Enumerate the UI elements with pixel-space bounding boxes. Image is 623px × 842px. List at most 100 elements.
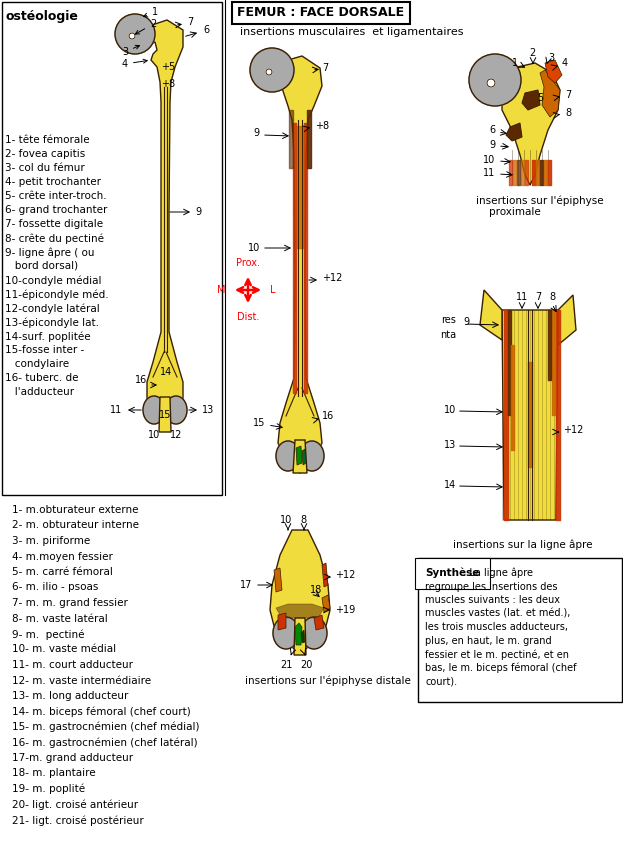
Polygon shape bbox=[545, 60, 562, 83]
Polygon shape bbox=[302, 449, 306, 465]
Text: nta: nta bbox=[440, 330, 456, 340]
Ellipse shape bbox=[276, 441, 300, 471]
Text: 4: 4 bbox=[122, 59, 147, 69]
Text: +5: +5 bbox=[161, 62, 175, 72]
Text: 2: 2 bbox=[135, 19, 156, 34]
Text: 5- m. carré fémoral: 5- m. carré fémoral bbox=[12, 567, 113, 577]
Text: 8- crête du pectiné: 8- crête du pectiné bbox=[5, 233, 104, 243]
Text: 19- m. poplité: 19- m. poplité bbox=[12, 784, 85, 795]
Text: 17: 17 bbox=[240, 580, 252, 590]
Text: regroupe les insertions des: regroupe les insertions des bbox=[425, 582, 558, 591]
Text: 10: 10 bbox=[483, 155, 495, 165]
Polygon shape bbox=[278, 56, 322, 473]
Polygon shape bbox=[296, 446, 302, 465]
Polygon shape bbox=[270, 530, 330, 652]
Text: 1: 1 bbox=[512, 58, 518, 68]
Text: 13: 13 bbox=[202, 405, 214, 415]
Text: +12: +12 bbox=[322, 273, 343, 283]
Ellipse shape bbox=[143, 396, 165, 424]
Text: les trois muscles adducteurs,: les trois muscles adducteurs, bbox=[425, 622, 568, 632]
Polygon shape bbox=[314, 615, 324, 630]
Text: fessier et le m. pectiné, et en: fessier et le m. pectiné, et en bbox=[425, 649, 569, 659]
Text: 9: 9 bbox=[463, 317, 469, 327]
Text: 20- ligt. croisé antérieur: 20- ligt. croisé antérieur bbox=[12, 800, 138, 810]
Circle shape bbox=[469, 54, 521, 106]
Polygon shape bbox=[145, 20, 183, 427]
Text: 12: 12 bbox=[170, 430, 182, 440]
Text: 14: 14 bbox=[160, 367, 172, 377]
Text: insertions musculaires  et ligamentaires: insertions musculaires et ligamentaires bbox=[240, 27, 464, 37]
Text: 8- m. vaste latéral: 8- m. vaste latéral bbox=[12, 614, 108, 623]
Text: 11-épicondyle méd.: 11-épicondyle méd. bbox=[5, 289, 108, 300]
Text: 18: 18 bbox=[310, 585, 322, 595]
Ellipse shape bbox=[165, 396, 187, 424]
Text: insertions sur la ligne âpre: insertions sur la ligne âpre bbox=[453, 540, 592, 551]
Text: 10: 10 bbox=[444, 405, 456, 415]
Polygon shape bbox=[278, 613, 286, 630]
Text: res: res bbox=[441, 315, 456, 325]
Text: 2: 2 bbox=[529, 48, 535, 58]
Text: 7- fossette digitale: 7- fossette digitale bbox=[5, 219, 103, 229]
Text: 14: 14 bbox=[444, 480, 456, 490]
Text: 11: 11 bbox=[516, 292, 528, 302]
Text: 9: 9 bbox=[489, 140, 495, 150]
Text: 8: 8 bbox=[565, 108, 571, 118]
FancyBboxPatch shape bbox=[2, 2, 222, 495]
Text: +19: +19 bbox=[335, 605, 355, 615]
Text: +8: +8 bbox=[315, 121, 329, 131]
Text: l'adducteur: l'adducteur bbox=[5, 387, 74, 397]
Text: court).: court). bbox=[425, 676, 457, 686]
Text: 7: 7 bbox=[322, 63, 328, 73]
Text: 5: 5 bbox=[537, 93, 543, 103]
Text: 20: 20 bbox=[300, 660, 312, 670]
Circle shape bbox=[129, 33, 135, 39]
Text: 7: 7 bbox=[535, 292, 541, 302]
Text: 15: 15 bbox=[159, 410, 171, 420]
Polygon shape bbox=[293, 440, 307, 473]
Text: 12- m. vaste intermédiaire: 12- m. vaste intermédiaire bbox=[12, 675, 151, 685]
Text: 15- m. gastrocnémien (chef médial): 15- m. gastrocnémien (chef médial) bbox=[12, 722, 199, 733]
Text: 2- m. obturateur interne: 2- m. obturateur interne bbox=[12, 520, 139, 530]
Text: 7: 7 bbox=[187, 17, 193, 27]
Text: 11: 11 bbox=[483, 168, 495, 178]
FancyBboxPatch shape bbox=[418, 558, 622, 702]
Text: 4: 4 bbox=[562, 58, 568, 68]
Text: 3- m. piriforme: 3- m. piriforme bbox=[12, 536, 90, 546]
Text: 4- m.moyen fessier: 4- m.moyen fessier bbox=[12, 552, 113, 562]
Text: insertions sur l'épiphyse
    proximale: insertions sur l'épiphyse proximale bbox=[476, 195, 604, 217]
Polygon shape bbox=[274, 568, 282, 592]
Text: plus, en haut, le m. grand: plus, en haut, le m. grand bbox=[425, 636, 551, 646]
FancyBboxPatch shape bbox=[232, 2, 410, 24]
Text: 6- m. ilio - psoas: 6- m. ilio - psoas bbox=[12, 583, 98, 593]
Text: +12: +12 bbox=[335, 570, 355, 580]
Circle shape bbox=[250, 48, 294, 92]
Text: 11- m. court adducteur: 11- m. court adducteur bbox=[12, 660, 133, 670]
Text: 9: 9 bbox=[195, 207, 201, 217]
Polygon shape bbox=[558, 295, 576, 345]
Text: 6: 6 bbox=[489, 125, 495, 135]
Circle shape bbox=[266, 69, 272, 75]
Text: bord dorsal): bord dorsal) bbox=[5, 261, 78, 271]
Polygon shape bbox=[295, 623, 302, 645]
Text: 10: 10 bbox=[280, 515, 292, 525]
Text: 10-condyle médial: 10-condyle médial bbox=[5, 275, 102, 285]
Text: 9: 9 bbox=[254, 128, 260, 138]
Text: 10: 10 bbox=[148, 430, 160, 440]
Text: 7: 7 bbox=[565, 90, 571, 100]
Text: 10: 10 bbox=[248, 243, 260, 253]
Polygon shape bbox=[506, 123, 522, 141]
Polygon shape bbox=[294, 618, 306, 655]
Polygon shape bbox=[502, 310, 558, 520]
Text: 6- grand trochanter: 6- grand trochanter bbox=[5, 205, 107, 215]
Text: 12-condyle latéral: 12-condyle latéral bbox=[5, 303, 100, 313]
Text: 13-épicondyle lat.: 13-épicondyle lat. bbox=[5, 317, 99, 328]
Polygon shape bbox=[159, 397, 171, 432]
Text: 21- ligt. croisé postérieur: 21- ligt. croisé postérieur bbox=[12, 815, 144, 825]
Text: 9- ligne âpre ( ou: 9- ligne âpre ( ou bbox=[5, 247, 95, 258]
Text: 6: 6 bbox=[203, 25, 209, 35]
Text: +8: +8 bbox=[161, 79, 175, 89]
Polygon shape bbox=[540, 70, 560, 117]
Text: 13- m. long adducteur: 13- m. long adducteur bbox=[12, 691, 128, 701]
Circle shape bbox=[115, 14, 155, 54]
Text: 8: 8 bbox=[300, 515, 306, 525]
